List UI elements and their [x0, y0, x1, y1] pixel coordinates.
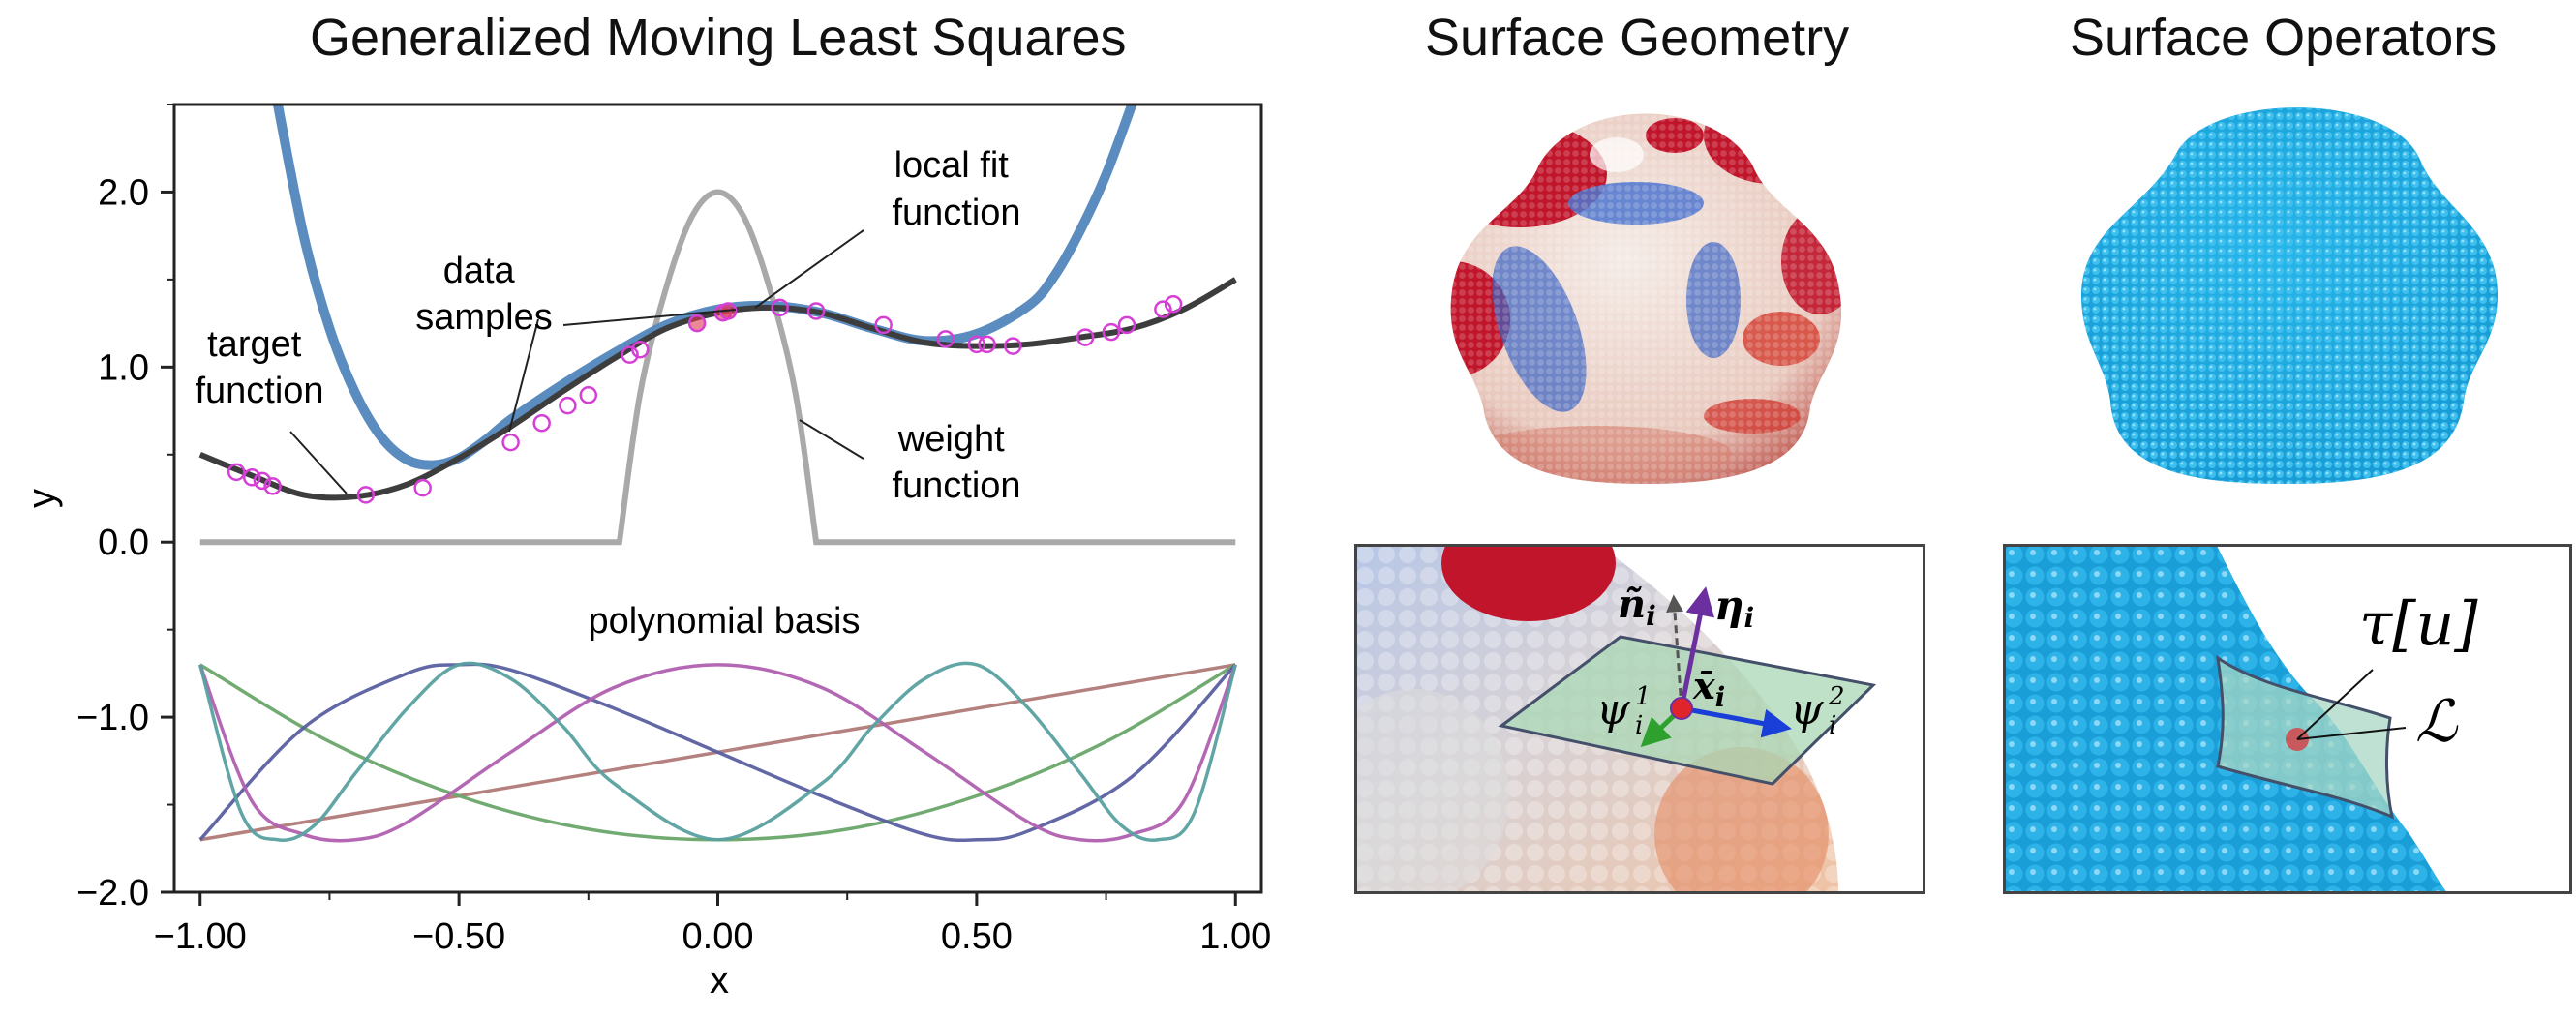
basis-curve-3 — [198, 662, 1237, 843]
data-sample-point — [253, 471, 272, 491]
surface-geometry-title: Surface Geometry — [1425, 9, 1850, 67]
polynomial-basis-label: polynomial basis — [589, 601, 861, 642]
data-samples-leader-1 — [562, 309, 737, 326]
weight-function-line — [199, 189, 1236, 546]
y-tick-label: 2.0 — [98, 172, 149, 213]
y-tick-label: −1.0 — [76, 698, 149, 738]
point-xi — [1670, 697, 1693, 720]
x-tick-label: −1.00 — [154, 916, 247, 957]
psi1-sub: i — [1635, 711, 1643, 740]
psi2-sup: 2 — [1828, 682, 1845, 711]
data-sample-point — [874, 315, 893, 335]
operators-inset: τ[u] ℒ — [2003, 544, 2572, 894]
gmls-title: Generalized Moving Least Squares — [310, 9, 1127, 67]
local-fit-function-label: local fit function — [892, 145, 1020, 233]
data-sample-point — [806, 302, 826, 320]
basis-curve-4 — [198, 663, 1237, 843]
data-sample-point — [413, 478, 432, 497]
data-sample-point — [356, 486, 376, 504]
data-sample-point — [621, 345, 639, 364]
y-tick-label: 1.0 — [98, 347, 149, 388]
data-sample-point — [1117, 315, 1136, 335]
data-sample-point — [967, 335, 986, 354]
data-sample-point — [227, 463, 246, 482]
data-sample-point — [1154, 300, 1172, 318]
normal-vector — [1666, 594, 1683, 709]
tau-leader — [2296, 669, 2374, 740]
data-sample-point — [242, 468, 261, 487]
data-sample-point — [1102, 322, 1121, 342]
data-sample-point — [771, 298, 789, 317]
data-samples-label: data samples — [415, 251, 553, 338]
x-tick-label: 0.50 — [941, 916, 1013, 957]
xi-label: x̄i — [1692, 664, 1725, 713]
eta-vector — [1679, 586, 1715, 709]
data-sample-point — [263, 477, 282, 495]
x-tick-label: 1.00 — [1199, 916, 1271, 957]
gmls-chart: −1.00 −0.50 0.00 0.50 1.002.01.00.0−1.0−2.0 … — [20, 103, 1271, 1002]
surface-operators-title: Surface Operators — [2070, 9, 2498, 67]
basis-curve-5 — [198, 661, 1237, 842]
surface-operators-blob — [2081, 107, 2498, 485]
weight-function-label: weight function — [892, 419, 1020, 506]
local-fit-function-line — [272, 105, 1137, 470]
x-tick-label: −0.50 — [412, 916, 505, 957]
data-sample-point — [936, 330, 955, 348]
geometry-inset: ñi ηi x̄i ψ 1 i ψ 2 i — [1354, 544, 1925, 894]
data-sample-point — [579, 386, 598, 404]
data-sample-point — [1076, 328, 1095, 346]
normal-label: ñi — [1618, 582, 1656, 632]
data-sample-point — [631, 340, 650, 359]
surface-geometry-blob — [1450, 113, 1842, 484]
psi2-sub: i — [1829, 711, 1836, 740]
psi2-label: ψ — [1790, 685, 1824, 734]
L-label: ℒ — [2415, 688, 2459, 756]
eta-label: ηi — [1714, 582, 1754, 634]
x-axis-label: x — [710, 959, 729, 1002]
data-sample-point — [687, 314, 707, 333]
data-sample-point — [1164, 294, 1183, 314]
y-tick-label: −2.0 — [76, 873, 149, 913]
x-tick-label: 0.00 — [682, 916, 754, 957]
data-sample-point — [978, 335, 996, 354]
L-leader — [2296, 727, 2407, 740]
tau-label: τ[u] — [2359, 588, 2478, 659]
target-function-leader — [289, 431, 348, 494]
data-sample-point — [559, 396, 577, 415]
weight-function-leader — [799, 419, 864, 460]
local-fit-leader — [754, 229, 864, 309]
data-samples-leader-2 — [508, 318, 539, 433]
psi1-sup: 1 — [1635, 682, 1652, 711]
y-tick-label: 0.0 — [98, 523, 149, 563]
psi2-vector — [1681, 705, 1792, 738]
data-sample-point — [501, 433, 520, 452]
psi1-label: ψ — [1596, 685, 1630, 734]
y-axis-label: y — [20, 489, 63, 508]
target-function-label: target function — [195, 324, 323, 411]
data-sample-point — [532, 413, 551, 433]
data-sample-point — [1004, 337, 1022, 355]
